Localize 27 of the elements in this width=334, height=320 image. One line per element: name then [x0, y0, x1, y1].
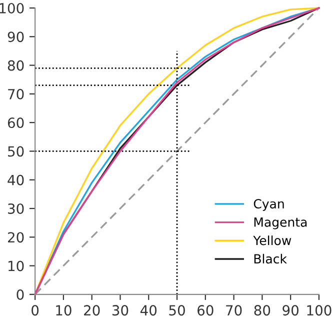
- x-tick-label: 40: [140, 305, 157, 316]
- x-tick-label: 30: [112, 305, 128, 316]
- legend-label: Magenta: [254, 218, 307, 230]
- x-tick-label: 60: [198, 305, 214, 316]
- x-tick-label: 20: [84, 305, 100, 316]
- x-tick-label: 0: [32, 305, 39, 316]
- line-series: [34, 7, 320, 296]
- y-tick-label: 10: [8, 260, 24, 272]
- y-tick-label: 0: [16, 289, 24, 300]
- y-tick-label: 60: [8, 118, 24, 128]
- legend-label: Cyan: [254, 199, 284, 211]
- y-tick-label: 50: [8, 146, 24, 157]
- y-tick-label: 90: [8, 32, 24, 42]
- y-tick-label: 80: [8, 60, 24, 71]
- y-tick-label: 20: [8, 232, 24, 243]
- x-tick-label: 50: [169, 305, 185, 316]
- y-tick-label: 100: [0, 2, 24, 14]
- x-tick-label: 10: [56, 305, 72, 316]
- x-tick-label: 90: [282, 305, 298, 316]
- x-tick-label: 80: [254, 305, 270, 316]
- legend-label: Black: [254, 254, 287, 264]
- x-tick-label: 100: [307, 305, 332, 316]
- y-tick-label: 70: [8, 88, 24, 100]
- y-tick-label: 40: [8, 174, 24, 186]
- x-tick-label: 70: [226, 305, 242, 316]
- legend-label: Yellow: [253, 236, 292, 246]
- y-tick-label: 30: [8, 203, 24, 214]
